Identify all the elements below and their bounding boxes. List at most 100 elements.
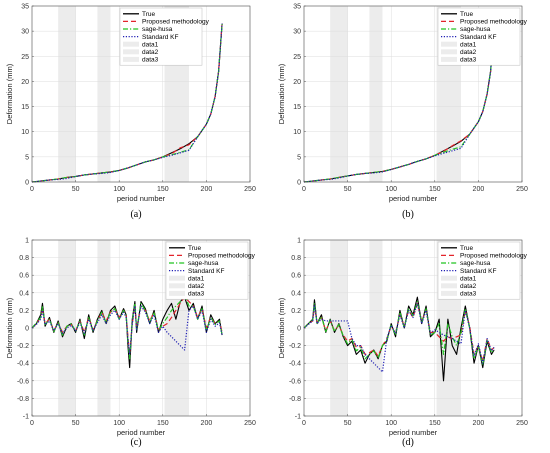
legend-entry: data2: [142, 49, 159, 56]
y-axis-label: Deformation (mm): [5, 297, 14, 358]
y-tick-label: 20: [293, 79, 301, 86]
y-tick-label: -0.2: [289, 343, 301, 350]
legend-entry: Proposed methodology: [460, 253, 528, 260]
legend-entry: data3: [142, 57, 159, 64]
x-tick-label: 0: [302, 186, 306, 193]
x-tick-label: 50: [344, 420, 352, 427]
legend-swatch: [441, 56, 457, 62]
legend-entry: data2: [460, 49, 477, 56]
legend-swatch: [441, 49, 457, 55]
y-tick-label: 10: [21, 129, 29, 136]
legend-box: [437, 241, 521, 300]
y-tick-label: 0.2: [19, 308, 29, 315]
series-line-standard-kf: [303, 26, 495, 183]
legend-box: [437, 7, 521, 66]
legend-entry: data1: [142, 41, 159, 48]
y-tick-label: 25: [21, 54, 29, 61]
legend-entry: sage-husa: [460, 26, 491, 33]
y-tick-label: 10: [293, 129, 301, 136]
legend-entry: Standard KF: [460, 34, 497, 41]
legend-entry: data3: [188, 291, 205, 298]
x-tick-label: 100: [113, 186, 125, 193]
x-tick-label: 150: [157, 186, 169, 193]
y-tick-label: 0.4: [19, 290, 29, 297]
x-axis-label: period number: [117, 194, 166, 203]
legend-entry: sage-husa: [188, 260, 219, 267]
legend-swatch: [169, 283, 185, 289]
legend-swatch: [169, 275, 185, 281]
y-tick-label: 20: [21, 79, 29, 86]
shaded-band-data2: [97, 6, 111, 182]
y-tick-label: 0: [25, 326, 29, 333]
y-tick-label: 0.6: [19, 273, 29, 280]
legend-entry: Standard KF: [460, 268, 497, 275]
chart-panel-1: 0 50 100 150 200 250 0 5 10 15 20 25 30 35 period numb…: [277, 4, 528, 221]
x-tick-label: 100: [385, 186, 397, 193]
x-axis-label: period number: [389, 194, 438, 203]
y-axis-label: Deformation (mm): [5, 63, 14, 124]
y-tick-label: 0: [25, 180, 29, 187]
y-tick-label: -0.6: [17, 378, 29, 385]
x-tick-label: 150: [429, 186, 441, 193]
legend-entry: True: [188, 245, 202, 252]
legend-entry: True: [142, 11, 156, 18]
x-tick-label: 200: [201, 420, 213, 427]
x-tick-label: 50: [72, 420, 80, 427]
x-axis-label: period number: [389, 428, 438, 437]
y-tick-label: -0.4: [17, 361, 29, 368]
legend-box: [165, 241, 249, 300]
shaded-band-data1: [58, 6, 76, 182]
legend-entry: Standard KF: [188, 268, 225, 275]
x-tick-label: 250: [244, 186, 256, 193]
y-tick-label: 0: [297, 326, 301, 333]
y-tick-label: 1: [25, 238, 29, 245]
x-tick-label: 100: [113, 420, 125, 427]
panel-caption: (c): [130, 437, 141, 448]
legend-entry: data1: [188, 275, 205, 282]
y-tick-label: 35: [21, 4, 29, 11]
legend-swatch: [169, 290, 185, 296]
series-line-standard-kf: [303, 302, 495, 373]
panel-caption: (b): [402, 209, 414, 220]
legend-entry: True: [460, 245, 474, 252]
series-line-sage-husa: [303, 301, 495, 366]
y-tick-label: 5: [297, 154, 301, 161]
y-tick-label: 0.4: [291, 290, 301, 297]
y-tick-label: -0.2: [17, 343, 29, 350]
y-tick-label: 30: [21, 29, 29, 36]
y-tick-label: 25: [293, 54, 301, 61]
x-tick-label: 200: [473, 420, 485, 427]
axes-frame: [303, 5, 523, 183]
legend-swatch: [123, 49, 139, 55]
x-tick-label: 150: [429, 420, 441, 427]
y-tick-label: 30: [293, 29, 301, 36]
legend-entry: True: [460, 11, 474, 18]
legend-entry: data2: [188, 283, 205, 290]
y-tick-label: 1: [297, 238, 301, 245]
x-tick-label: 0: [30, 420, 34, 427]
series-line-sage-husa: [31, 293, 223, 360]
x-tick-label: 150: [157, 420, 169, 427]
y-tick-label: -0.6: [289, 378, 301, 385]
y-tick-label: -1: [23, 414, 29, 421]
chart-panel-3: 0 50 100 150 200 250 -1 -0.8 -0.6 -0.4 -0.2 0 0.2 0.4…: [277, 238, 528, 449]
legend-entry: data2: [460, 283, 477, 290]
y-tick-label: 0.8: [291, 255, 301, 262]
y-tick-label: 0: [297, 180, 301, 187]
legend-swatch: [441, 283, 457, 289]
legend-swatch: [441, 41, 457, 47]
legend-swatch: [441, 290, 457, 296]
x-tick-label: 50: [344, 186, 352, 193]
x-tick-label: 250: [244, 420, 256, 427]
y-tick-label: 0.6: [291, 273, 301, 280]
x-tick-label: 0: [302, 420, 306, 427]
chart-panel-0: 0 50 100 150 200 250 0 5 10 15 20 25 30 35 period numb…: [5, 4, 256, 221]
panel-caption: (a): [130, 209, 141, 220]
y-axis-label: Deformation (mm): [277, 297, 286, 358]
axes-frame: [31, 5, 251, 183]
